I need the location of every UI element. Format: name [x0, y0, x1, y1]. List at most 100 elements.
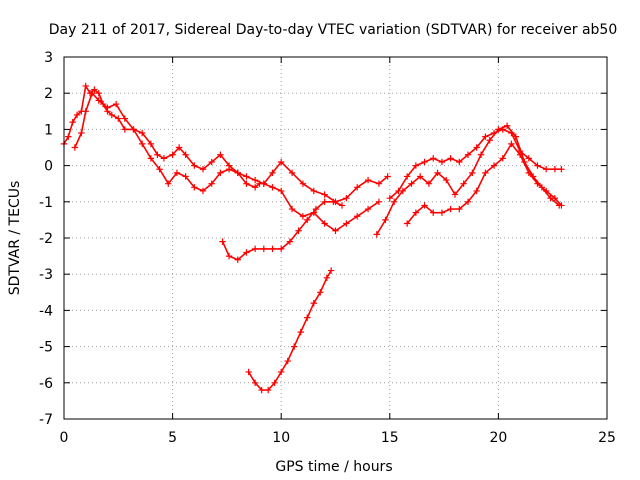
series-line	[247, 270, 332, 391]
data-point	[121, 115, 129, 122]
data-point	[243, 180, 250, 187]
data-point	[399, 187, 407, 195]
data-point	[278, 245, 285, 253]
data-point	[421, 202, 428, 209]
data-point	[291, 343, 298, 350]
data-point	[512, 133, 519, 140]
y-tick-label: -3	[39, 267, 53, 283]
data-point	[464, 151, 472, 158]
data-point	[269, 245, 276, 253]
data-point	[542, 166, 550, 173]
data-point	[234, 169, 241, 177]
data-point	[317, 289, 324, 296]
data-point	[534, 162, 541, 169]
data-point	[384, 173, 391, 180]
series-line	[63, 85, 380, 232]
x-tick-label: 10	[272, 430, 290, 446]
data-point	[438, 209, 446, 216]
data-point	[354, 184, 361, 191]
data-point	[269, 169, 276, 177]
data-point	[490, 162, 498, 169]
x-tick-label: 20	[489, 430, 507, 446]
data-point	[160, 155, 168, 162]
y-tick-label: -5	[39, 340, 53, 356]
data-point	[434, 169, 441, 177]
grid	[64, 57, 607, 419]
data-point	[251, 176, 259, 184]
y-tick-label: -7	[39, 412, 53, 428]
data-point	[382, 216, 389, 224]
data-point	[69, 118, 76, 126]
data-point	[147, 140, 155, 148]
data-point	[477, 151, 485, 158]
data-point	[245, 368, 252, 376]
data-point	[288, 205, 296, 213]
data-point	[321, 191, 328, 198]
data-point	[412, 162, 420, 169]
data-point	[260, 245, 268, 253]
data-point	[343, 220, 350, 227]
data-point	[473, 144, 480, 151]
data-point	[430, 209, 437, 216]
data-point	[271, 379, 278, 386]
data-point	[278, 187, 285, 195]
data-point	[91, 86, 98, 93]
data-point	[82, 82, 89, 90]
data-point	[299, 180, 307, 187]
data-point	[516, 151, 524, 158]
y-tick-label: 2	[44, 86, 53, 102]
series-arc-1	[60, 82, 383, 234]
data-point	[558, 166, 565, 173]
data-point	[551, 194, 559, 202]
series-layer	[60, 82, 565, 394]
data-point	[115, 115, 122, 122]
data-point	[278, 158, 285, 166]
data-point	[364, 205, 372, 213]
data-point	[251, 184, 259, 191]
x-tick-label: 25	[598, 430, 616, 446]
data-point	[208, 158, 215, 166]
y-tick-label: -1	[39, 195, 53, 211]
data-point	[486, 137, 493, 144]
series-line	[74, 92, 261, 192]
data-point	[288, 169, 296, 177]
data-point	[408, 180, 415, 187]
series-arc-3	[260, 158, 391, 205]
data-point	[447, 205, 454, 213]
data-point	[251, 379, 259, 386]
data-point	[269, 184, 276, 191]
data-point	[321, 220, 328, 227]
data-point	[82, 108, 89, 115]
data-point	[286, 238, 294, 245]
data-point	[338, 202, 346, 209]
data-point	[482, 169, 489, 177]
series-arc-6	[386, 126, 565, 202]
data-point	[243, 173, 250, 180]
data-point	[373, 231, 380, 238]
data-point	[403, 220, 411, 227]
data-point	[138, 140, 146, 148]
data-point	[375, 180, 383, 187]
data-point	[156, 166, 163, 173]
data-point	[343, 194, 350, 202]
data-point	[138, 129, 146, 137]
data-point	[438, 158, 446, 166]
data-point	[304, 216, 311, 224]
data-point	[430, 155, 437, 162]
data-point	[95, 97, 102, 104]
data-point	[310, 299, 317, 307]
data-point	[219, 238, 226, 245]
data-point	[321, 198, 328, 205]
data-point	[199, 166, 207, 173]
data-point	[551, 166, 559, 173]
data-point	[310, 187, 317, 195]
axis-ticks: 0 5 10 15 20 25 -7 -6 -5 -4 -3 -2 -1 0 1 2 3	[39, 50, 616, 446]
data-point	[89, 90, 96, 97]
data-point	[182, 173, 189, 180]
data-point	[443, 176, 450, 184]
series-arc-8	[403, 140, 565, 227]
data-point	[482, 133, 489, 140]
data-point	[499, 155, 506, 162]
data-point	[386, 194, 393, 202]
